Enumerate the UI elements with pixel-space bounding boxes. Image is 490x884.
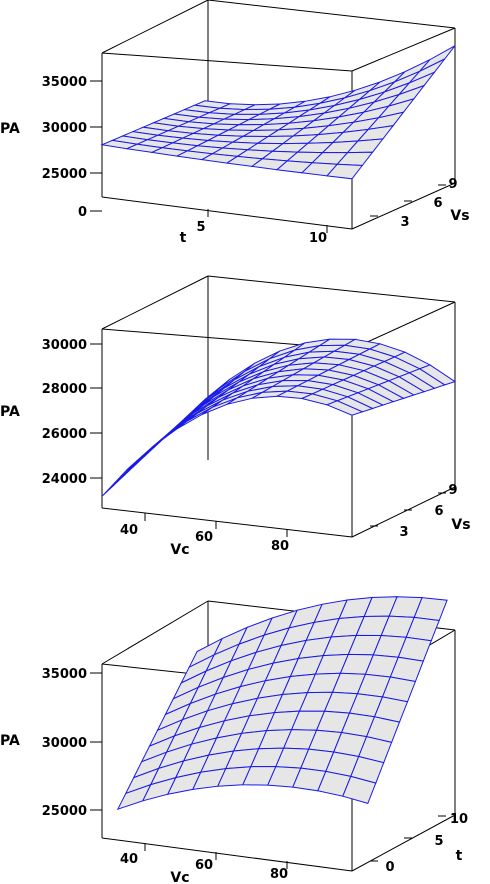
y-tick-label: 6	[433, 196, 442, 211]
x-tick-label: 5	[196, 220, 205, 235]
plot-2-y-axis-label: Vs	[451, 517, 470, 533]
plot-2-surface-mesh	[101, 338, 457, 497]
z-tick-label: 25000	[42, 804, 87, 819]
plot-1-y-ticks: 3 6 9	[370, 177, 458, 230]
surface-cell	[325, 400, 364, 416]
z-tick-label: 25000	[42, 167, 87, 182]
plot-1-z-ticks: 35000 30000 25000 0	[42, 75, 102, 220]
plot-2-x-ticks: 40 60 80	[120, 513, 289, 554]
plot-2-z-axis-label: PA	[0, 404, 20, 420]
surface-plot-3: 35000 30000 25000 PA 40 60 80 Vc 0 5 10 …	[0, 596, 468, 884]
plot-2-x-axis-label: Vc	[170, 542, 189, 558]
z-tick-label: 0	[78, 205, 87, 220]
x-tick-label: 10	[309, 231, 327, 246]
y-tick-label: 10	[450, 812, 468, 827]
z-tick-label: 35000	[42, 667, 87, 682]
plot-1-z-axis-label: PA	[0, 121, 20, 137]
z-tick-label: 30000	[42, 338, 87, 353]
surface-plot-2: 30000 28000 26000 24000 PA 40 60 80 Vc 3…	[0, 275, 471, 558]
surface-plot-1: 35000 30000 25000 0 PA 5 10 t 3 6 9 Vs	[0, 0, 470, 246]
plot-3-y-ticks: 0 5 10	[370, 812, 468, 875]
x-tick-label: 60	[195, 858, 213, 873]
y-tick-label: 3	[400, 215, 409, 230]
surface-cell	[325, 163, 364, 180]
x-tick-label: 80	[270, 867, 288, 882]
y-tick-label: 9	[448, 483, 457, 498]
x-tick-label: 60	[195, 530, 213, 545]
x-tick-label: 40	[120, 523, 138, 538]
plot-3-z-axis-label: PA	[0, 733, 20, 749]
x-tick-label: 40	[120, 852, 138, 867]
plot-2-y-ticks: 3 6 9	[370, 483, 458, 540]
z-tick-label: 35000	[42, 75, 87, 90]
plot-3-y-axis-label: t	[456, 848, 463, 864]
x-tick-label: 80	[271, 539, 289, 554]
plot-1-x-axis-label: t	[180, 230, 187, 246]
y-tick-label: 9	[448, 177, 457, 192]
plot-3-z-ticks: 35000 30000 25000	[42, 667, 102, 819]
plot-1-x-ticks: 5 10	[196, 209, 328, 246]
z-tick-label: 28000	[42, 382, 87, 397]
plot-3-x-axis-label: Vc	[170, 870, 189, 884]
plot-1-y-axis-label: Vs	[450, 208, 469, 224]
z-tick-label: 30000	[42, 121, 87, 136]
plot-2-z-ticks: 30000 28000 26000 24000	[42, 338, 102, 487]
plot-3-x-ticks: 40 60 80	[120, 843, 288, 882]
plot-3-surface-mesh	[116, 596, 448, 811]
surface-cell	[342, 775, 377, 805]
surface-cell	[101, 460, 138, 497]
y-tick-label: 3	[399, 525, 408, 540]
plot-1-surface-mesh	[100, 45, 456, 180]
plot-2-box	[101, 275, 456, 538]
z-tick-label: 24000	[42, 472, 87, 487]
y-tick-label: 5	[434, 834, 443, 849]
y-tick-label: 0	[385, 860, 394, 875]
z-tick-label: 30000	[42, 736, 87, 751]
z-tick-label: 26000	[42, 427, 87, 442]
y-tick-label: 6	[434, 504, 443, 519]
